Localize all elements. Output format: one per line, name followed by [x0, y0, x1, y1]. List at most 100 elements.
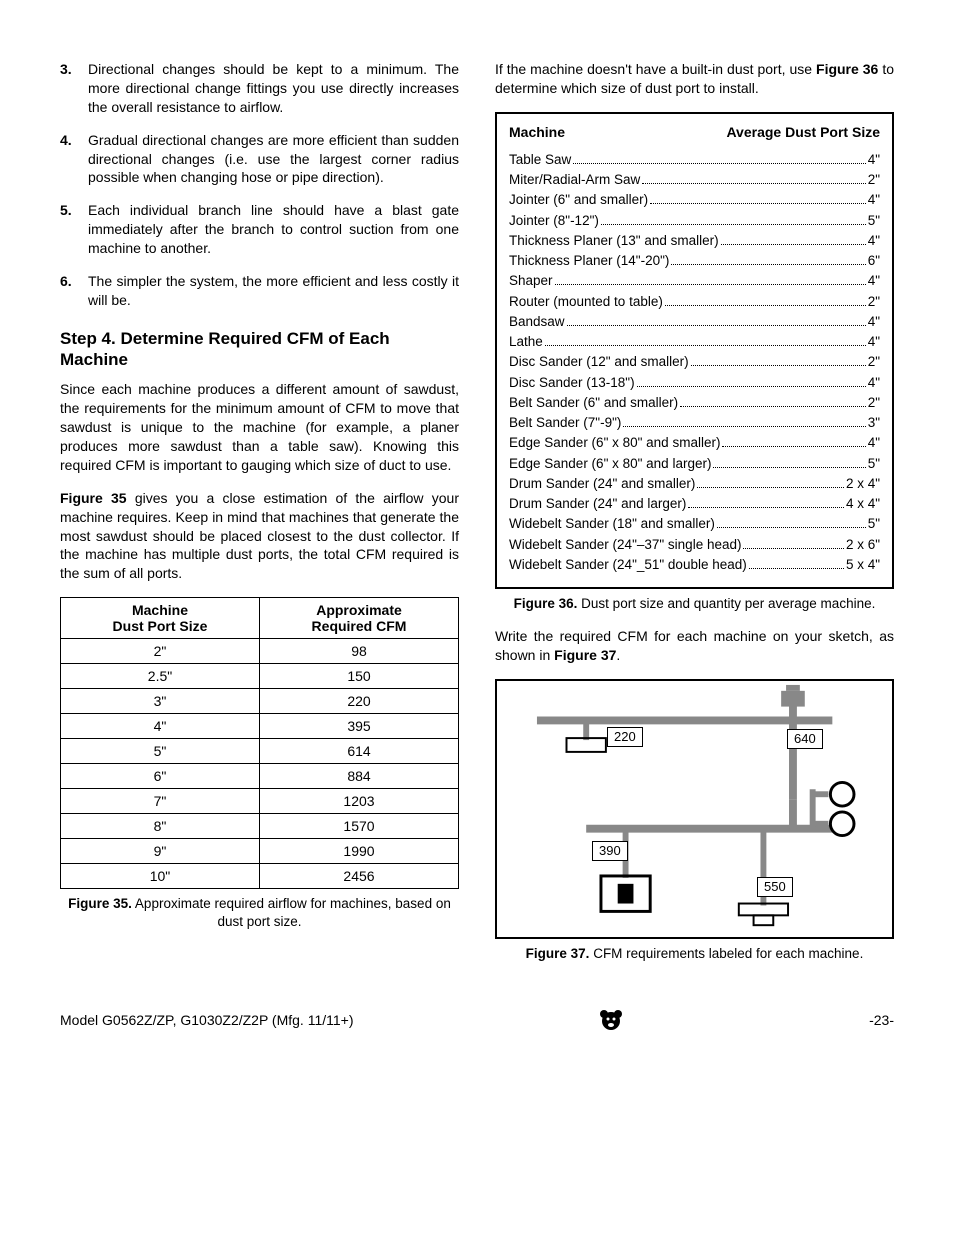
numbered-steps-list: 3.Directional changes should be kept to …: [60, 60, 459, 310]
step-item: 5.Each individual branch line should hav…: [60, 201, 459, 258]
table-row: 7"1203: [61, 789, 459, 814]
table-cell: 2456: [260, 864, 459, 889]
port-row: Thickness Planer (14"-20") 6": [509, 251, 880, 271]
dot-leader: [743, 548, 843, 549]
right-intro: If the machine doesn't have a built-in d…: [495, 60, 894, 98]
table-cell: 614: [260, 739, 459, 764]
table-row: 2"98: [61, 639, 459, 664]
port-row: Widebelt Sander (18" and smaller) 5": [509, 514, 880, 534]
step4-para2: Figure 35 gives you a close estimation o…: [60, 489, 459, 583]
dot-leader: [688, 507, 844, 508]
port-size: 4": [868, 332, 880, 352]
cfm-table: MachineDust Port Size ApproximateRequire…: [60, 597, 459, 889]
fig37-label-640: 640: [787, 729, 823, 749]
figure35-caption: Figure 35. Approximate required airflow …: [60, 895, 459, 931]
cfm-table-h1: MachineDust Port Size: [61, 598, 260, 639]
port-row: Edge Sander (6" x 80" and smaller)4": [509, 433, 880, 453]
port-machine: Widebelt Sander (24"_51" double head): [509, 555, 747, 575]
table-cell: 150: [260, 664, 459, 689]
port-row: Drum Sander (24" and larger) 4 x 4": [509, 494, 880, 514]
port-size: 5": [868, 454, 880, 474]
table-cell: 10": [61, 864, 260, 889]
table-row: 9"1990: [61, 839, 459, 864]
port-size: 4 x 4": [846, 494, 880, 514]
table-cell: 6": [61, 764, 260, 789]
port-row: Jointer (8"-12") 5": [509, 211, 880, 231]
port-machine: Edge Sander (6" x 80" and smaller): [509, 433, 720, 453]
table-cell: 9": [61, 839, 260, 864]
table-row: 3"220: [61, 689, 459, 714]
table-cell: 1203: [260, 789, 459, 814]
table-cell: 1990: [260, 839, 459, 864]
step-item: 6.The simpler the system, the more effic…: [60, 272, 459, 310]
figure37-diagram: 220 640 390 550: [495, 679, 894, 939]
port-machine: Table Saw: [509, 150, 571, 170]
figure37-caption: Figure 37. CFM requirements labeled for …: [495, 945, 894, 963]
fig37-label-390: 390: [592, 841, 628, 861]
table-cell: 7": [61, 789, 260, 814]
port-machine: Disc Sander (12" and smaller): [509, 352, 689, 372]
port-machine: Jointer (8"-12"): [509, 211, 599, 231]
port-size: 2 x 4": [846, 474, 880, 494]
port-machine: Jointer (6" and smaller): [509, 190, 648, 210]
port-row: Router (mounted to table)2": [509, 292, 880, 312]
port-size: 2": [868, 393, 880, 413]
port-machine: Edge Sander (6" x 80" and larger): [509, 454, 711, 474]
port-row: Drum Sander (24" and smaller)2 x 4": [509, 474, 880, 494]
port-size: 6": [868, 251, 880, 271]
port-machine: Disc Sander (13-18"): [509, 373, 635, 393]
port-machine: Router (mounted to table): [509, 292, 663, 312]
port-row: Table Saw 4": [509, 150, 880, 170]
port-row: Belt Sander (6" and smaller) 2": [509, 393, 880, 413]
dot-leader: [717, 527, 866, 528]
port-size: 3": [868, 413, 880, 433]
table-cell: 3": [61, 689, 260, 714]
page-number: -23-: [869, 1012, 894, 1028]
duct-layout-svg: [497, 681, 892, 937]
dot-leader: [680, 406, 866, 407]
port-machine: Belt Sander (7"-9"): [509, 413, 621, 433]
port-row: Shaper4": [509, 271, 880, 291]
port-row: Lathe4": [509, 332, 880, 352]
fig37-label-550: 550: [757, 877, 793, 897]
table-row: 2.5"150: [61, 664, 459, 689]
port-machine: Widebelt Sander (24"–37" single head): [509, 535, 741, 555]
dot-leader: [601, 224, 866, 225]
step-text: The simpler the system, the more efficie…: [88, 272, 459, 310]
figure36-caption: Figure 36. Dust port size and quantity p…: [495, 595, 894, 613]
dust-port-header: Machine Average Dust Port Size: [509, 124, 880, 140]
table-cell: 2.5": [61, 664, 260, 689]
step-number: 3.: [60, 60, 88, 117]
step-number: 5.: [60, 201, 88, 258]
table-row: 8"1570: [61, 814, 459, 839]
port-size: 4": [868, 150, 880, 170]
table-cell: 220: [260, 689, 459, 714]
port-row: Disc Sander (12" and smaller)2": [509, 352, 880, 372]
port-size: 5 x 4": [846, 555, 880, 575]
left-column: 3.Directional changes should be kept to …: [60, 60, 459, 977]
port-machine: Miter/Radial-Arm Saw: [509, 170, 640, 190]
port-size: 4": [868, 190, 880, 210]
port-machine: Drum Sander (24" and larger): [509, 494, 686, 514]
port-row: Jointer (6" and smaller) 4": [509, 190, 880, 210]
step4-heading: Step 4. Determine Required CFM of Each M…: [60, 328, 459, 371]
port-row: Miter/Radial-Arm Saw2": [509, 170, 880, 190]
bear-logo-icon: [598, 1007, 624, 1033]
port-row: Edge Sander (6" x 80" and larger) 5": [509, 454, 880, 474]
step-number: 4.: [60, 131, 88, 188]
two-column-layout: 3.Directional changes should be kept to …: [60, 60, 894, 977]
dot-leader: [671, 264, 865, 265]
port-machine: Widebelt Sander (18" and smaller): [509, 514, 715, 534]
port-machine: Bandsaw: [509, 312, 565, 332]
port-row: Bandsaw4": [509, 312, 880, 332]
port-row: Widebelt Sander (24"–37" single head) 2 …: [509, 535, 880, 555]
port-row: Thickness Planer (13" and smaller)4": [509, 231, 880, 251]
port-machine: Thickness Planer (14"-20"): [509, 251, 669, 271]
table-cell: 884: [260, 764, 459, 789]
dot-leader: [555, 284, 866, 285]
right-column: If the machine doesn't have a built-in d…: [495, 60, 894, 977]
table-cell: 8": [61, 814, 260, 839]
page-footer: Model G0562Z/ZP, G1030Z2/Z2P (Mfg. 11/11…: [60, 1007, 894, 1033]
figure37-ref: Figure 37: [554, 647, 616, 663]
port-size: 5": [868, 514, 880, 534]
